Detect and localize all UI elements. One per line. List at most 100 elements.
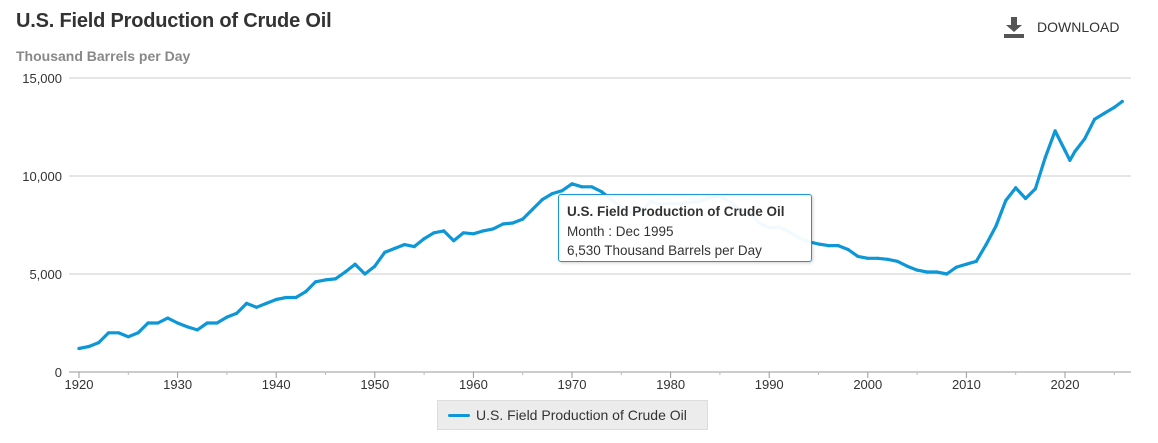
data-point[interactable]: 2003: 5650	[895, 259, 900, 263]
data-point[interactable]: 1941: 3800	[284, 295, 288, 300]
data-point[interactable]: 2020: 11300	[1063, 148, 1067, 153]
x-tick-label: 1950	[360, 377, 389, 392]
data-point[interactable]: 1999: 5900	[856, 254, 860, 258]
data-point[interactable]: 1943: 4100	[304, 290, 308, 294]
data-point[interactable]: 2011: 5650	[974, 259, 978, 263]
data-point[interactable]: 1952: 6300	[392, 246, 397, 251]
data-point[interactable]: 1998: 6250	[846, 247, 850, 252]
data-point[interactable]: 1966: 8300	[531, 207, 535, 211]
data-point[interactable]: 1925: 1800	[126, 335, 130, 339]
data-point[interactable]: 2016: 8850	[1024, 196, 1028, 201]
data-point[interactable]: 1960: 7050	[471, 232, 475, 236]
data-point[interactable]: 1928: 2500	[156, 321, 160, 325]
data-point[interactable]: 1936: 3000	[235, 311, 239, 315]
data-point[interactable]: 2001: 5800	[876, 256, 880, 260]
data-point[interactable]: 2023: 12900	[1093, 117, 1097, 121]
download-label: DOWNLOAD	[1037, 19, 1120, 35]
data-point[interactable]: 1965: 7800	[521, 217, 525, 221]
x-tick-label: 1980	[656, 377, 685, 392]
data-point[interactable]: 2008: 5000	[945, 272, 949, 276]
download-button[interactable]: DOWNLOAD	[1003, 16, 1119, 38]
data-point[interactable]: 1937: 3500	[245, 301, 249, 305]
data-point[interactable]: 1973: 9200	[600, 190, 604, 194]
data-point[interactable]: 2000: 5800	[866, 256, 870, 260]
data-point[interactable]: 1954: 6400	[412, 245, 416, 249]
data-point[interactable]: 2009: 5350	[954, 265, 959, 269]
data-point[interactable]: 1940: 3700	[274, 297, 278, 302]
data-point[interactable]: 1956: 7100	[432, 231, 436, 235]
data-point[interactable]: 2022: 11900	[1083, 137, 1087, 141]
data-point[interactable]: 2006: 5100	[925, 270, 929, 274]
data-point[interactable]: 1958: 6700	[452, 239, 456, 243]
tooltip-value: 6,530 Thousand Barrels per Day	[567, 243, 762, 258]
data-point[interactable]: 2017: 9350	[1033, 187, 1037, 191]
data-point[interactable]: 1938: 3300	[254, 305, 259, 309]
y-tick-label: 5,000	[29, 267, 62, 282]
data-point[interactable]: 2025.8: 13800	[1120, 99, 1124, 104]
data-point[interactable]: 1920: 1200	[77, 346, 81, 351]
data-point[interactable]: 1935: 2800	[225, 315, 229, 319]
data-point[interactable]: 2018: 10950	[1043, 155, 1047, 159]
data-point[interactable]: 1949: 5000	[363, 272, 367, 276]
y-tick-label: 10,000	[22, 169, 62, 184]
data-point[interactable]: 1924: 2000	[116, 331, 120, 335]
data-point[interactable]: 1945: 4700	[323, 278, 328, 282]
data-point[interactable]: 2012: 6500	[984, 243, 988, 247]
data-point[interactable]: 2015: 9400	[1014, 186, 1018, 190]
data-point[interactable]: 2002: 5750	[885, 257, 890, 261]
data-point[interactable]: 1933: 2500	[205, 321, 209, 325]
data-point[interactable]: 1971: 9450	[580, 185, 584, 189]
data-point[interactable]: 1962: 7300	[491, 227, 495, 231]
data-point[interactable]: 1963: 7550	[501, 222, 505, 226]
data-point[interactable]: 2021: 11250	[1073, 149, 1077, 154]
data-point[interactable]: 1944: 4600	[314, 280, 318, 284]
data-point[interactable]: 1970: 9600	[570, 182, 574, 186]
data-point[interactable]: 1964: 7600	[511, 221, 515, 225]
data-point[interactable]: 1950: 5400	[373, 264, 377, 268]
data-point[interactable]: 1939: 3500	[264, 301, 268, 305]
data-point[interactable]: 1929: 2750	[166, 316, 170, 320]
x-tick-label: 1990	[755, 377, 784, 392]
tooltip-title: U.S. Field Production of Crude Oil	[567, 204, 785, 219]
data-point[interactable]: 1921: 1300	[87, 344, 91, 349]
data-point[interactable]: 2007: 5100	[935, 270, 939, 274]
data-point[interactable]: 2025: 13500	[1112, 105, 1116, 109]
data-point[interactable]: 1942: 3800	[294, 295, 298, 300]
data-point[interactable]: 1927: 2500	[146, 321, 150, 325]
data-point[interactable]: 1946: 4750	[333, 277, 337, 281]
data-point[interactable]: 1968: 9100	[550, 192, 554, 196]
data-point[interactable]: 1961: 7200	[481, 229, 485, 233]
data-point[interactable]: 1948: 5500	[353, 262, 357, 266]
data-point[interactable]: 2013: 7450	[994, 224, 998, 228]
data-point[interactable]: 1957: 7200	[442, 229, 446, 233]
data-point[interactable]: 2020.5: 10800	[1068, 158, 1072, 162]
data-point[interactable]: 1922: 1500	[97, 341, 101, 345]
legend-item[interactable]: U.S. Field Production of Crude Oil	[437, 400, 708, 430]
data-point[interactable]: 1959: 7100	[461, 231, 466, 235]
data-point[interactable]: 1995: 6530	[816, 242, 821, 246]
y-tick-label: 15,000	[22, 71, 62, 86]
data-point[interactable]: 1953: 6500	[402, 243, 406, 247]
data-point[interactable]: 2004: 5400	[905, 264, 909, 268]
data-point[interactable]: 1934: 2500	[215, 321, 219, 325]
data-point[interactable]: 1947: 5100	[343, 270, 347, 274]
data-point[interactable]: 1972: 9450	[590, 185, 594, 189]
tooltip-month: Month : Dec 1995	[567, 223, 674, 239]
data-point[interactable]: 1930: 2500	[176, 321, 180, 325]
x-tick-label: 2000	[853, 377, 882, 392]
data-point[interactable]: 1923: 2000	[107, 331, 111, 335]
data-point[interactable]: 1996: 6450	[826, 244, 831, 248]
data-point[interactable]: 1932: 2150	[195, 328, 199, 332]
data-point[interactable]: 1951: 6100	[383, 250, 387, 254]
data-point[interactable]: 1931: 2300	[185, 325, 190, 329]
data-point[interactable]: 1967: 8800	[540, 197, 545, 202]
data-point[interactable]: 2005: 5200	[915, 268, 919, 272]
data-point[interactable]: 2024: 13200	[1102, 111, 1106, 115]
data-point[interactable]: 1926: 2000	[136, 331, 140, 335]
data-point[interactable]: 2014: 8750	[1004, 198, 1008, 203]
data-point[interactable]: 2010: 5500	[964, 262, 969, 266]
data-point[interactable]: 1969: 9250	[560, 189, 564, 193]
data-point[interactable]: 1997: 6450	[836, 244, 840, 248]
data-point[interactable]: 1955: 6800	[422, 237, 426, 241]
